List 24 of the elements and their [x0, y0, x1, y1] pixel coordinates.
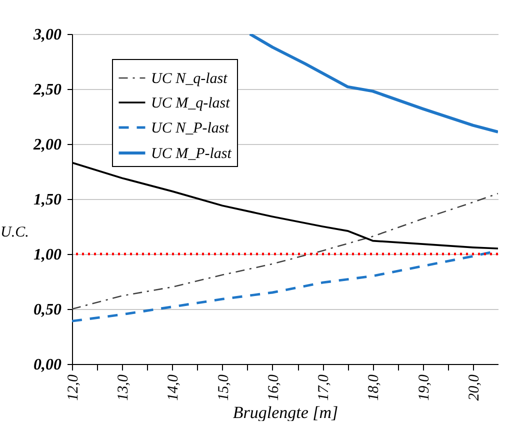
x-tick-label: 13,0: [116, 374, 132, 401]
legend-label: UC N_q-last: [151, 71, 228, 87]
y-tick-label: 3,00: [32, 26, 62, 44]
x-tick-label: 14,0: [166, 374, 182, 401]
line-series: [72, 192, 498, 310]
legend-label: UC N_P-last: [151, 120, 230, 136]
y-tick-label: 0,00: [34, 356, 62, 374]
line-series: [248, 34, 498, 134]
y-tick-label: 1,50: [34, 192, 62, 208]
x-tick-label: 16,0: [266, 374, 282, 401]
legend-label: UC M_q-last: [151, 96, 231, 112]
y-tick-label: 0,50: [34, 302, 62, 318]
legend-label: UC M_P-last: [151, 146, 232, 162]
x-tick-label: 18,0: [366, 374, 382, 401]
y-tick-label: 1,00: [34, 246, 62, 264]
x-tick-label: 15,0: [216, 374, 232, 401]
x-tick-label: 20,0: [466, 374, 482, 401]
x-tick-label: 19,0: [416, 374, 432, 401]
x-tick-label: 17,0: [316, 374, 332, 401]
x-axis-title: Bruglengte [m]: [232, 402, 338, 422]
y-tick-label: 2,00: [32, 136, 62, 154]
x-tick-label: 12,0: [66, 374, 82, 401]
y-axis-title: U.C.: [0, 224, 29, 240]
y-tick-label: 2,50: [32, 82, 62, 98]
